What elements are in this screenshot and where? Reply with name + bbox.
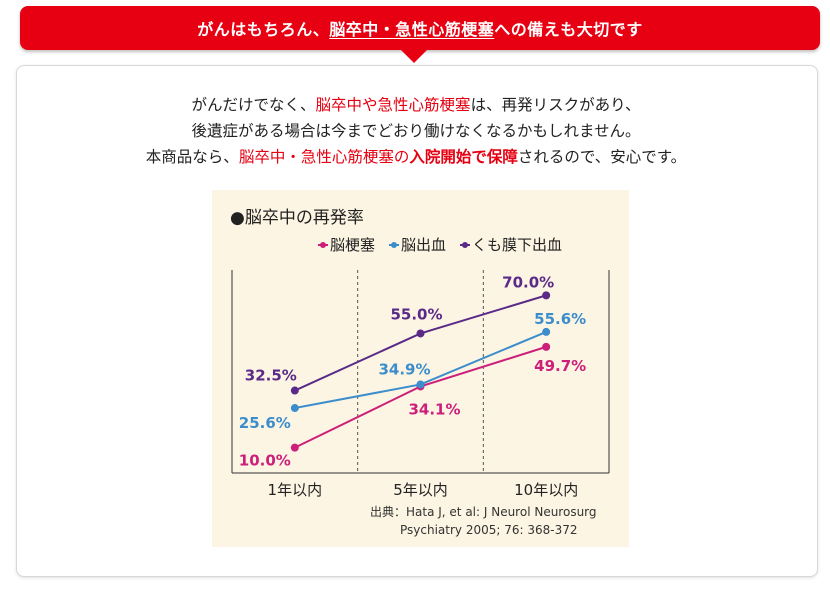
banner-text-3: への備えも大切です <box>494 20 643 39</box>
intro-line-1: がんだけでなく、脳卒中や急性心筋梗塞は、再発リスクがあり、 <box>16 92 816 118</box>
data-point <box>416 329 425 338</box>
x-tick-label: 5年以内 <box>393 481 448 499</box>
data-label: 34.9% <box>378 360 430 378</box>
intro-l3c: 入院開始で保障 <box>409 148 518 166</box>
x-tick-label: 1年以内 <box>268 481 323 499</box>
chart-title: ●脳卒中の再発率 <box>230 208 364 228</box>
legend-item-3: くも膜下出血 <box>460 234 562 255</box>
data-label: 55.6% <box>534 310 586 328</box>
intro-text: がんだけでなく、脳卒中や急性心筋梗塞は、再発リスクがあり、 後遺症がある場合は今… <box>16 92 816 170</box>
intro-l3a: 本商品なら、 <box>145 148 239 166</box>
legend-marker-2 <box>389 241 400 248</box>
data-label: 70.0% <box>502 273 554 291</box>
legend-label-1: 脳梗塞 <box>330 236 376 254</box>
banner-pointer <box>400 49 428 63</box>
header-banner: がんはもちろん、 脳卒中・急性心筋梗塞 への備えも大切です <box>20 6 820 50</box>
data-point <box>290 443 299 452</box>
data-point <box>416 380 425 389</box>
data-point <box>542 327 551 336</box>
banner-text-2: 脳卒中・急性心筋梗塞 <box>329 20 495 39</box>
data-point <box>290 386 299 395</box>
line-chart: 1年以内 5年以内 10年以内 10.0% 34.1% 49.7% 25.6% 34.9% 55… <box>231 270 610 499</box>
chart-legend: 脳梗塞 脳出血 くも膜下出血 <box>318 234 562 255</box>
legend-item-1: 脳梗塞 <box>318 234 375 255</box>
legend-item-2: 脳出血 <box>389 234 446 255</box>
intro-l3b: 脳卒中・急性心筋梗塞の <box>238 148 410 166</box>
data-label: 34.1% <box>408 400 460 418</box>
data-label: 25.6% <box>239 414 291 432</box>
data-label: 32.5% <box>245 367 297 385</box>
data-point <box>290 404 299 413</box>
legend-marker-3 <box>460 241 471 248</box>
x-tick-label: 10年以内 <box>514 481 578 499</box>
chart-source: 出典：Hata J, et al: J Neurol Neurosurg Psy… <box>370 503 597 539</box>
data-label: 49.7% <box>534 357 586 375</box>
intro-line-3: 本商品なら、脳卒中・急性心筋梗塞の入院開始で保障されるので、安心です。 <box>16 144 816 170</box>
data-label: 55.0% <box>390 305 442 323</box>
source-line-2: Psychiatry 2005; 76: 368-372 <box>400 523 578 537</box>
legend-label-3: くも膜下出血 <box>472 236 563 254</box>
data-point <box>542 342 551 351</box>
intro-line-2: 後遺症がある場合は今までどおり働けなくなるかもしれません。 <box>191 122 641 140</box>
intro-l3d: されるので、安心です。 <box>517 148 687 166</box>
intro-l1c: は、再発リスクがあり、 <box>470 96 641 114</box>
legend-label-2: 脳出血 <box>401 236 447 254</box>
legend-marker-1 <box>318 241 328 248</box>
data-label: 10.0% <box>239 452 291 470</box>
data-point <box>542 291 551 300</box>
intro-l1a: がんだけでなく、 <box>191 96 316 114</box>
intro-l1b: 脳卒中や急性心筋梗塞 <box>315 96 471 114</box>
source-line-1: 出典：Hata J, et al: J Neurol Neurosurg <box>370 505 597 519</box>
banner-text-1: がんはもちろん、 <box>197 20 330 39</box>
chart-panel <box>212 190 629 547</box>
